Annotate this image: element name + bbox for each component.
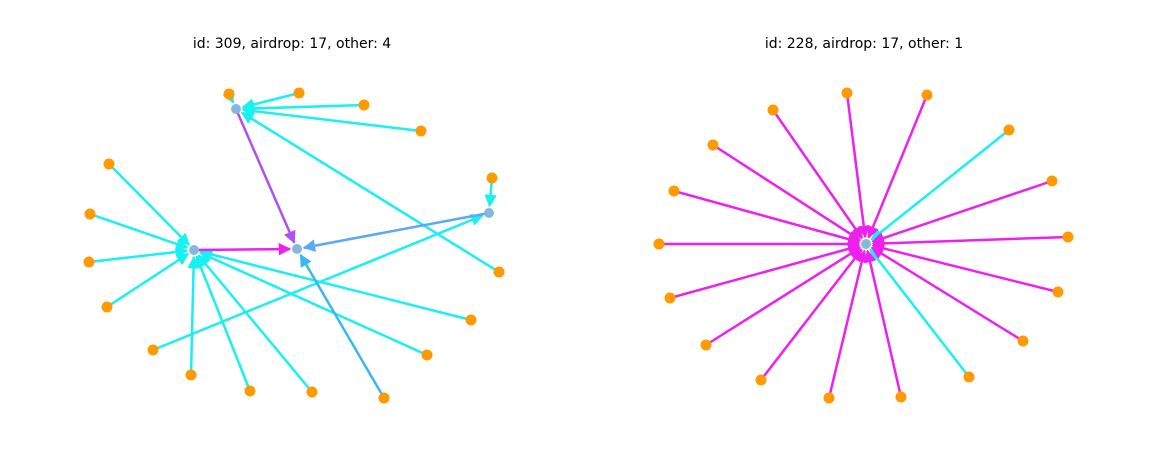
leaf-node — [841, 87, 853, 99]
edge — [760, 248, 863, 381]
leaf-node — [895, 391, 907, 403]
leaf-node — [147, 344, 159, 356]
leaf-node — [668, 185, 680, 197]
edge — [89, 212, 189, 250]
edge — [108, 163, 190, 246]
leaf-node — [185, 369, 197, 381]
leaf-node — [963, 371, 975, 383]
edge — [187, 255, 200, 376]
leaf-node — [421, 349, 433, 361]
graph-title: id: 228, airdrop: 17, other: 1 — [765, 36, 963, 52]
edge — [193, 242, 292, 256]
edges — [88, 89, 1069, 399]
edge — [106, 252, 190, 309]
edge — [869, 248, 970, 378]
edge — [299, 253, 386, 399]
leaf-node — [465, 314, 477, 326]
leaf-node — [707, 139, 719, 151]
edge — [302, 211, 490, 252]
leaf-node — [653, 238, 665, 250]
edge — [241, 102, 365, 115]
edge — [870, 129, 1010, 241]
leaf-node — [293, 87, 305, 99]
edge — [827, 249, 868, 399]
edge — [845, 92, 870, 239]
edge — [234, 108, 296, 244]
leaf-node — [103, 158, 115, 170]
edge — [863, 249, 903, 398]
leaf-node — [101, 301, 113, 313]
edge — [870, 246, 1024, 343]
edge — [771, 109, 864, 240]
leaf-node — [223, 88, 235, 100]
edge — [871, 179, 1053, 245]
leaf-node — [378, 392, 390, 404]
edge — [197, 254, 313, 393]
leaf-node — [244, 385, 256, 397]
edge — [705, 246, 862, 347]
leaf-node — [306, 386, 318, 398]
hub-node — [484, 208, 494, 218]
leaf-node — [823, 392, 835, 404]
edge — [199, 251, 428, 357]
leaf-node — [486, 172, 498, 184]
nodes — [83, 87, 1074, 404]
hub-node — [189, 245, 199, 255]
edge — [199, 248, 472, 322]
leaf-node — [493, 266, 505, 278]
leaf-node — [358, 99, 370, 111]
edge — [194, 255, 252, 392]
edge — [669, 242, 861, 300]
leaf-node — [664, 292, 676, 304]
leaf-node — [1052, 286, 1064, 298]
edge — [871, 242, 1059, 294]
edge — [240, 111, 500, 274]
leaf-node — [767, 104, 779, 116]
leaf-node — [1046, 175, 1058, 187]
leaf-node — [83, 256, 95, 268]
edge — [88, 245, 189, 264]
edge — [871, 235, 1069, 250]
edge — [673, 189, 861, 246]
hub-node — [861, 239, 871, 249]
hub-node — [292, 244, 302, 254]
edge — [241, 104, 422, 133]
leaf-node — [921, 89, 933, 101]
leaf-node — [1017, 335, 1029, 347]
leaf-node — [415, 125, 427, 137]
leaf-node — [84, 208, 96, 220]
edge — [241, 91, 300, 111]
edge — [867, 94, 929, 239]
leaf-node — [1062, 231, 1074, 243]
graph-title: id: 309, airdrop: 17, other: 4 — [193, 36, 391, 52]
leaf-node — [755, 374, 767, 386]
edge — [712, 143, 862, 242]
leaf-node — [700, 339, 712, 351]
leaf-node — [1003, 124, 1015, 136]
hub-node — [231, 104, 241, 114]
